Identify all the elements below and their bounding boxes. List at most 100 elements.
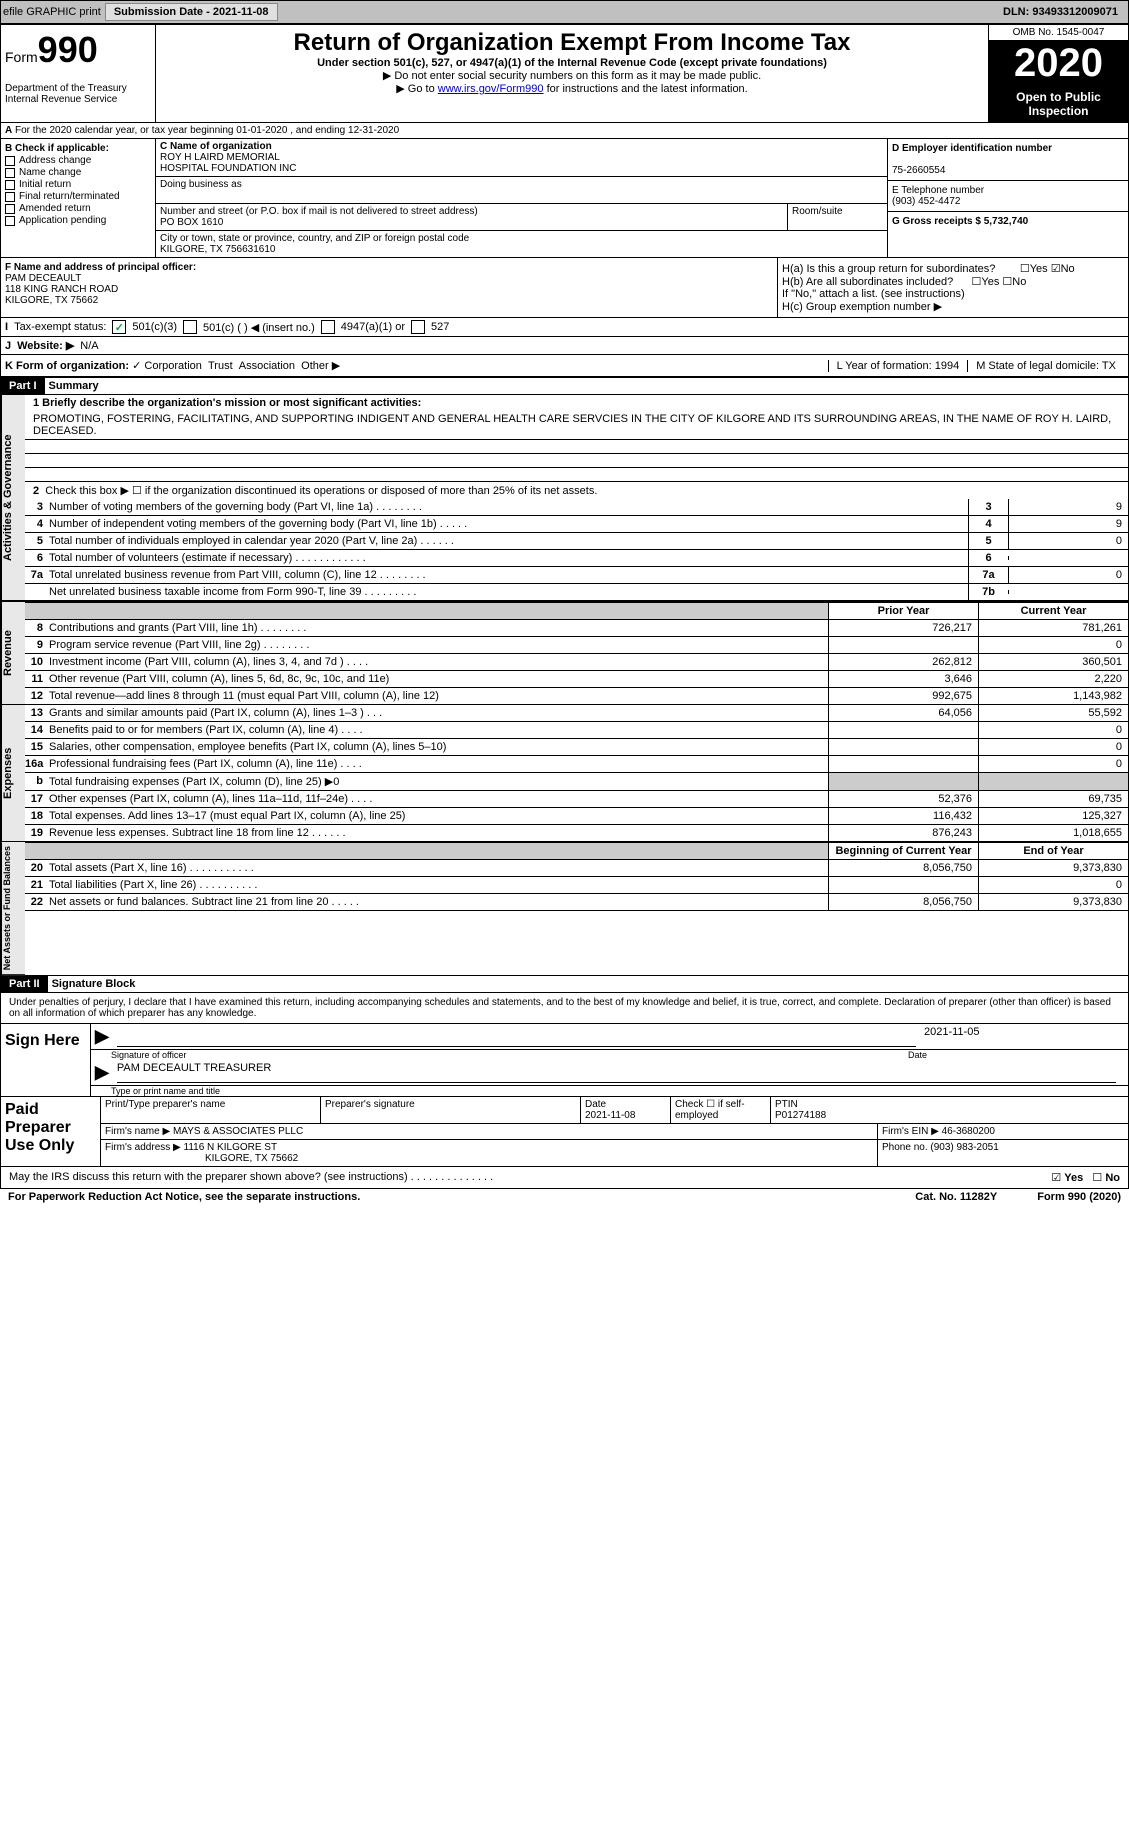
chk-name[interactable]: Name change — [5, 167, 151, 178]
fin-row: 12Total revenue—add lines 8 through 11 (… — [25, 688, 1128, 705]
arrow-icon-2: ▶ — [95, 1062, 109, 1083]
gov-row: 5Total number of individuals employed in… — [25, 533, 1128, 550]
check-column: B Check if applicable: Address change Na… — [1, 139, 156, 257]
line2: 2 Check this box ▶ ☐ if the organization… — [25, 482, 1128, 499]
state-domicile: M State of legal domicile: TX — [967, 360, 1124, 372]
prep-date: Date2021-11-08 — [581, 1097, 671, 1123]
bottom-footer: For Paperwork Reduction Act Notice, see … — [0, 1189, 1129, 1205]
chk-527[interactable] — [411, 320, 425, 334]
header-left: Form990 Department of the Treasury Inter… — [1, 25, 156, 122]
chk-4947[interactable] — [321, 320, 335, 334]
end-year-hdr: End of Year — [978, 843, 1128, 859]
sign-here-label: Sign Here — [1, 1024, 91, 1096]
gov-row: 4Number of independent voting members of… — [25, 516, 1128, 533]
sig-officer: ▶ 2021-11-05 — [91, 1024, 1128, 1050]
org-name-cell: C Name of organization ROY H LAIRD MEMOR… — [156, 139, 888, 177]
expenses-section: Expenses 13Grants and similar amounts pa… — [1, 705, 1128, 842]
gross-cell: G Gross receipts $ 5,732,740 — [888, 212, 1128, 231]
chk-final[interactable]: Final return/terminated — [5, 191, 151, 202]
activities-section: Activities & Governance 1 Briefly descri… — [1, 395, 1128, 601]
prep-name-hdr: Print/Type preparer's name — [101, 1097, 321, 1123]
fin-row: 19Revenue less expenses. Subtract line 1… — [25, 825, 1128, 842]
note-goto: ▶ Go to www.irs.gov/Form990 for instruct… — [160, 82, 984, 95]
form-990: Form990 Department of the Treasury Inter… — [0, 24, 1129, 1189]
gov-row: Net unrelated business taxable income fr… — [25, 584, 1128, 601]
ein-cell: D Employer identification number 75-2660… — [888, 139, 1128, 181]
form-footer: Form 990 (2020) — [1037, 1191, 1121, 1203]
officer-row: F Name and address of principal officer:… — [1, 258, 1128, 318]
arrow-icon: ▶ — [95, 1026, 109, 1047]
chk-amended[interactable]: Amended return — [5, 203, 151, 214]
dln: DLN: 93493312009071 — [1003, 6, 1126, 18]
firm-row: Firm's name ▶ MAYS & ASSOCIATES PLLC Fir… — [101, 1124, 1128, 1140]
fin-row: 21Total liabilities (Part X, line 26) . … — [25, 877, 1128, 894]
form-number: 990 — [38, 29, 98, 70]
firm-phone: Phone no. (903) 983-2051 — [878, 1140, 1128, 1166]
ha: H(a) Is this a group return for subordin… — [782, 262, 1124, 275]
firm-addr-row: Firm's address ▶ 1116 N KILGORE STKILGOR… — [101, 1140, 1128, 1166]
chk-corp[interactable]: ✓ — [132, 359, 141, 372]
open-inspection: Open to Public Inspection — [989, 86, 1128, 122]
street-cell: Number and street (or P.O. box if mail i… — [156, 204, 888, 231]
chk-501c[interactable] — [183, 320, 197, 334]
city-cell: City or town, state or province, country… — [156, 231, 888, 257]
discuss-answer: ☑ Yes ☐ No — [1051, 1171, 1120, 1184]
fin-row: 11Other revenue (Part VIII, column (A), … — [25, 671, 1128, 688]
chk-pending[interactable]: Application pending — [5, 215, 151, 226]
firm-addr: Firm's address ▶ 1116 N KILGORE STKILGOR… — [101, 1140, 878, 1166]
fin-header-1: Prior Year Current Year — [25, 602, 1128, 620]
prior-year-hdr: Prior Year — [828, 603, 978, 619]
submission-date-btn[interactable]: Submission Date - 2021-11-08 — [105, 3, 278, 21]
fin-row: 22Net assets or fund balances. Subtract … — [25, 894, 1128, 911]
revenue-section: Revenue Prior Year Current Year 8Contrib… — [1, 601, 1128, 705]
irs-link[interactable]: www.irs.gov/Form990 — [438, 83, 544, 95]
paperwork-notice: For Paperwork Reduction Act Notice, see … — [8, 1191, 360, 1203]
phone-cell: E Telephone number (903) 452-4472 — [888, 181, 1128, 212]
self-employed: Check ☐ if self-employed — [671, 1097, 771, 1123]
name-title-label: Type or print name and title — [91, 1086, 1128, 1096]
blank-line-2 — [25, 454, 1128, 468]
row-j: J Website: ▶ N/A — [1, 337, 1128, 355]
section-b-through-g: B Check if applicable: Address change Na… — [1, 139, 1128, 258]
part2-label: Part II — [1, 976, 48, 992]
header-center: Return of Organization Exempt From Incom… — [156, 25, 988, 122]
paid-header-row: Print/Type preparer's name Preparer's si… — [101, 1097, 1128, 1124]
room-suite: Room/suite — [787, 204, 887, 230]
vtab-expenses: Expenses — [1, 705, 25, 842]
tax-year: 2020 — [989, 41, 1128, 86]
sign-here: Sign Here ▶ 2021-11-05 Signature of offi… — [1, 1023, 1128, 1096]
part1-label: Part I — [1, 378, 45, 394]
hc: H(c) Group exemption number ▶ — [782, 300, 1124, 313]
fin-row: 9Program service revenue (Part VIII, lin… — [25, 637, 1128, 654]
row-a-taxyear: A For the 2020 calendar year, or tax yea… — [1, 123, 1128, 139]
penalty-text: Under penalties of perjury, I declare th… — [1, 993, 1128, 1023]
chk-501c3[interactable]: ✓ — [112, 320, 126, 334]
current-year-hdr: Current Year — [978, 603, 1128, 619]
ptin: PTINP01274188 — [771, 1097, 1128, 1123]
fin-row: 17Other expenses (Part IX, column (A), l… — [25, 791, 1128, 808]
fin-row: 15Salaries, other compensation, employee… — [25, 739, 1128, 756]
h-section: H(a) Is this a group return for subordin… — [778, 258, 1128, 317]
firm-name: Firm's name ▶ MAYS & ASSOCIATES PLLC — [101, 1124, 878, 1139]
hb: H(b) Are all subordinates included? ☐Yes… — [782, 275, 1124, 288]
fin-row: 10Investment income (Part VIII, column (… — [25, 654, 1128, 671]
fin-row: 16aProfessional fundraising fees (Part I… — [25, 756, 1128, 773]
header-right: OMB No. 1545-0047 2020 Open to Public In… — [988, 25, 1128, 122]
form-prefix: Form — [5, 49, 38, 65]
part2-header: Part II Signature Block — [1, 975, 1128, 993]
dba-cell: Doing business as — [156, 177, 888, 204]
blank-line-1 — [25, 440, 1128, 454]
chk-initial[interactable]: Initial return — [5, 179, 151, 190]
fin-row: bTotal fundraising expenses (Part IX, co… — [25, 773, 1128, 791]
org-column: C Name of organization ROY H LAIRD MEMOR… — [156, 139, 888, 257]
part2-title: Signature Block — [48, 976, 140, 992]
netassets-section: Net Assets or Fund Balances Beginning of… — [1, 842, 1128, 975]
efile-label: efile GRAPHIC print — [3, 6, 101, 18]
sig-name: ▶ PAM DECEAULT TREASURER — [91, 1060, 1128, 1086]
gov-row: 6Total number of volunteers (estimate if… — [25, 550, 1128, 567]
omb-number: OMB No. 1545-0047 — [989, 25, 1128, 41]
part1-header: Part I Summary — [1, 378, 1128, 395]
note-ssn: ▶ Do not enter social security numbers o… — [160, 69, 984, 82]
chk-address[interactable]: Address change — [5, 155, 151, 166]
cat-number: Cat. No. 11282Y — [915, 1191, 997, 1203]
